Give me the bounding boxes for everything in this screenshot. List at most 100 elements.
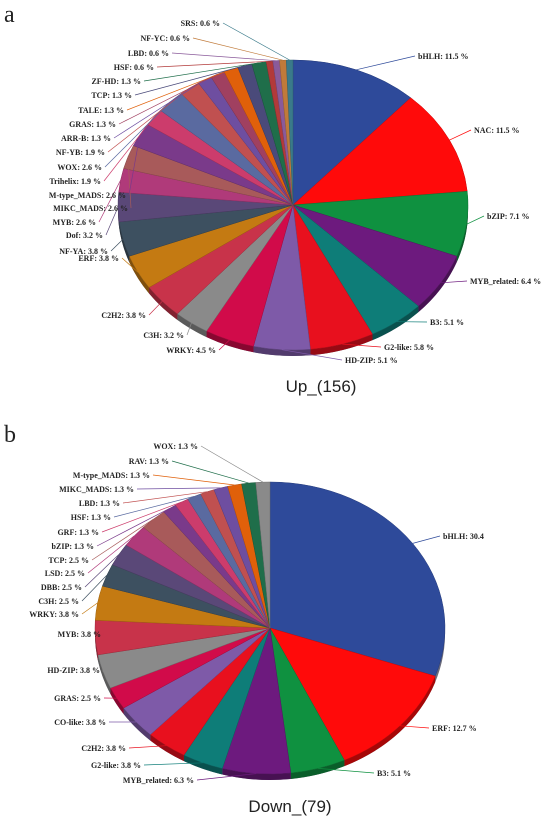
leader-line-wox <box>200 445 264 483</box>
leader-line-wox <box>104 101 171 168</box>
slice-label-mikc-mads: MIKC_MADS: 1.3 % <box>59 485 134 494</box>
pie-slice-bhlh <box>269 481 446 677</box>
leader-line-lbd <box>171 52 277 62</box>
slice-label-tcp: TCP: 2.5 % <box>48 556 89 565</box>
leader-line-g2-like <box>342 343 382 348</box>
leader-line-tcp <box>134 65 245 96</box>
leader-line-mikc-mads <box>136 487 221 490</box>
slice-label-srs: SRS: 0.6 % <box>181 19 220 28</box>
slice-label-hd-zip: HD-ZIP: 5.1 % <box>345 356 398 365</box>
slice-label-zf-hd: ZF-HD: 1.3 % <box>91 77 141 86</box>
chart-caption-up: Up_(156) <box>286 377 357 396</box>
slice-label-myb: MYB: 3.8 % <box>58 630 101 639</box>
leader-line-bzip <box>96 508 170 547</box>
slice-label-wrky: WRKY: 4.5 % <box>166 346 216 355</box>
slice-label-g2-like: G2-like: 3.8 % <box>91 761 141 770</box>
slice-label-g2-like: G2-like: 5.8 % <box>384 343 434 352</box>
leader-line-c2h2 <box>148 301 163 316</box>
leader-line-b3 <box>318 768 375 774</box>
slice-label-rav: RAV: 1.3 % <box>129 457 169 466</box>
slice-label-c3h: C3H: 3.2 % <box>143 331 184 340</box>
slice-label-wox: WOX: 1.3 % <box>153 442 198 451</box>
slice-label-nf-yb: NF-YB: 1.9 % <box>56 148 105 157</box>
pie-slice-side-hd-zip <box>97 654 111 694</box>
slice-label-nf-yc: NF-YC: 0.6 % <box>140 34 190 43</box>
slice-label-hd-zip: HD-ZIP: 3.8 % <box>47 666 100 675</box>
leader-line-c2h2 <box>128 745 167 749</box>
pie-chart-down: b bHLH: 30.4 ERF: 12.7 % B3: 5.1 % MYB_rela… <box>4 422 484 816</box>
slice-label-gras: GRAS: 1.3 % <box>69 120 116 129</box>
slice-label-lbd: LBD: 1.3 % <box>79 499 120 508</box>
leader-line-hsf <box>113 496 195 518</box>
slice-label-myb-related: MYB_related: 6.3 % <box>123 776 194 785</box>
leader-line-m-type-mads <box>128 134 141 196</box>
leader-line-nac <box>449 129 472 141</box>
pie-slice-side-g2-like <box>310 334 373 356</box>
leader-line-srs <box>222 22 290 61</box>
slice-label-arr-b: ARR-B: 1.3 % <box>61 134 111 143</box>
leader-line-bzip <box>466 215 485 225</box>
pie-slice-side-bzip <box>456 191 469 263</box>
leader-line-myb <box>98 180 121 223</box>
slice-label-dbb: DBB: 2.5 % <box>41 583 82 592</box>
slice-label-wox: WOX: 2.6 % <box>57 163 102 172</box>
panel-letter-b: b <box>4 422 16 448</box>
slice-label-myb-related: MYB_related: 6.4 % <box>470 277 541 286</box>
panel-letter-a: a <box>4 2 15 28</box>
slice-label-tcp: TCP: 1.3 % <box>91 91 132 100</box>
slice-label-m-type-mads: M-type_MADS: 1.3 % <box>73 471 150 480</box>
pie-slice-side-nf-ya <box>119 221 130 263</box>
leader-line-zf-hd <box>143 62 260 82</box>
leader-line-g2-like <box>143 762 203 766</box>
slice-label-c2h2: C2H2: 3.8 % <box>101 311 146 320</box>
pie-slice-side-c3h <box>177 313 207 338</box>
leader-line-myb-related <box>440 280 468 284</box>
pie-slice-side-erf <box>344 676 436 767</box>
slice-label-erf: ERF: 12.7 % <box>432 724 477 733</box>
slice-label-m-type-mads: M-type_MADS: 2.6 % <box>49 191 126 200</box>
leader-line-hsf <box>156 60 270 68</box>
pie-slice-side-myb-related <box>418 256 457 313</box>
slice-label-wrky: WRKY: 3.8 % <box>29 610 79 619</box>
pie-slice-side-b3 <box>372 306 419 341</box>
slice-label-trihelix: Trihelix: 1.9 % <box>49 177 101 186</box>
leader-line-arr-b <box>113 79 205 139</box>
leader-line-erf <box>399 725 430 729</box>
pie-slice-side-erf <box>129 256 150 294</box>
leader-line-mikc-mads <box>127 156 132 209</box>
leader-line-nf-ya <box>110 239 124 252</box>
leader-line-trihelix <box>103 117 154 182</box>
leader-line-myb-related <box>196 773 257 781</box>
leader-line-c3h <box>81 574 108 602</box>
slice-label-myb: MYB: 2.6 % <box>53 218 96 227</box>
slice-label-co-like: CO-like: 3.8 % <box>54 718 106 727</box>
pie-slice-erf <box>269 627 436 761</box>
chart-caption-down: Down_(79) <box>248 797 331 816</box>
slice-label-dof: Dof: 3.2 % <box>66 231 103 240</box>
leader-line-wrky <box>81 602 98 615</box>
pie-slice-side-gras <box>110 687 124 715</box>
leader-line-grf <box>101 501 182 533</box>
pie-chart-up: a bHLH: 11.5 % NAC: 11.5 % bZIP: 7.1 % MYB_… <box>4 2 541 396</box>
slice-label-lbd: LBD: 0.6 % <box>128 49 169 58</box>
pie-slice-side-myb-related <box>222 768 291 780</box>
leader-line-rav <box>171 460 249 484</box>
slice-label-tale: TALE: 1.3 % <box>78 106 124 115</box>
slice-label-lsd: LSD: 2.5 % <box>45 569 85 578</box>
leader-line-gras <box>118 73 218 125</box>
pie-slice-srs <box>285 59 294 206</box>
slice-label-erf: ERF: 3.8 % <box>78 254 119 263</box>
slice-label-bzip: bZIP: 1.3 % <box>52 542 94 551</box>
slice-label-bhlh: bHLH: 30.4 <box>443 532 484 541</box>
slice-label-hsf: HSF: 1.3 % <box>71 513 111 522</box>
slice-label-nf-ya: NF-YA: 3.8 % <box>59 247 108 256</box>
leader-line-nf-yc <box>192 37 283 61</box>
slice-label-b3: B3: 5.1 % <box>377 769 411 778</box>
slice-label-bzip: bZIP: 7.1 % <box>487 212 529 221</box>
leader-line-m-type-mads <box>152 474 235 486</box>
slice-label-nac: NAC: 11.5 % <box>474 126 520 135</box>
leader-line-hd-zip <box>281 349 343 361</box>
leader-line-lsd <box>87 535 135 574</box>
leader-line-c3h <box>186 322 192 336</box>
